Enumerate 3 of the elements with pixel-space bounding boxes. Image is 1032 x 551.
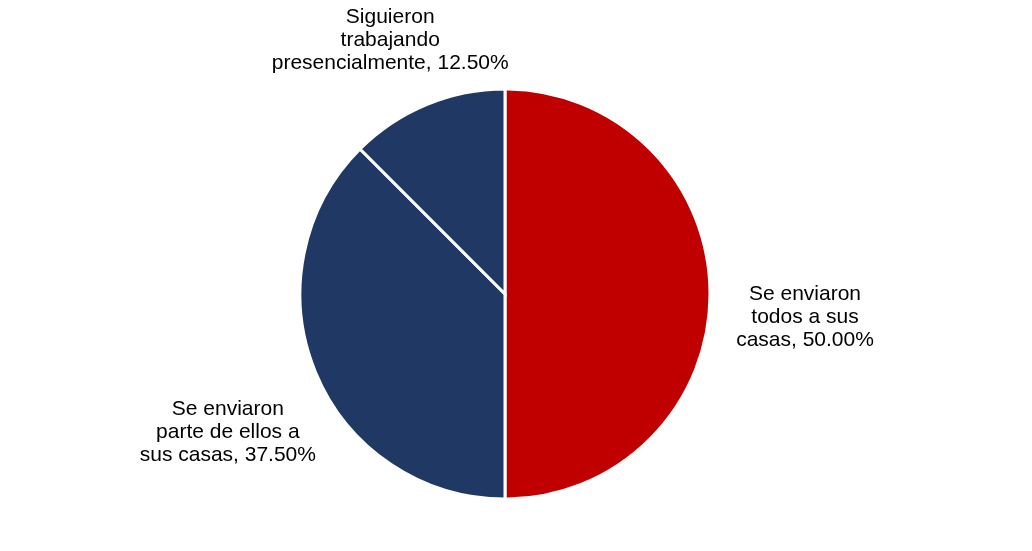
slice-label: Se enviaron todos a sus casas, 50.00%: [736, 281, 874, 350]
slice-label: Siguieron trabajando presencialmente, 12.50%: [271, 3, 509, 73]
slice-label: Se enviaron parte de ellos a sus casas, 37.50%: [139, 395, 316, 465]
